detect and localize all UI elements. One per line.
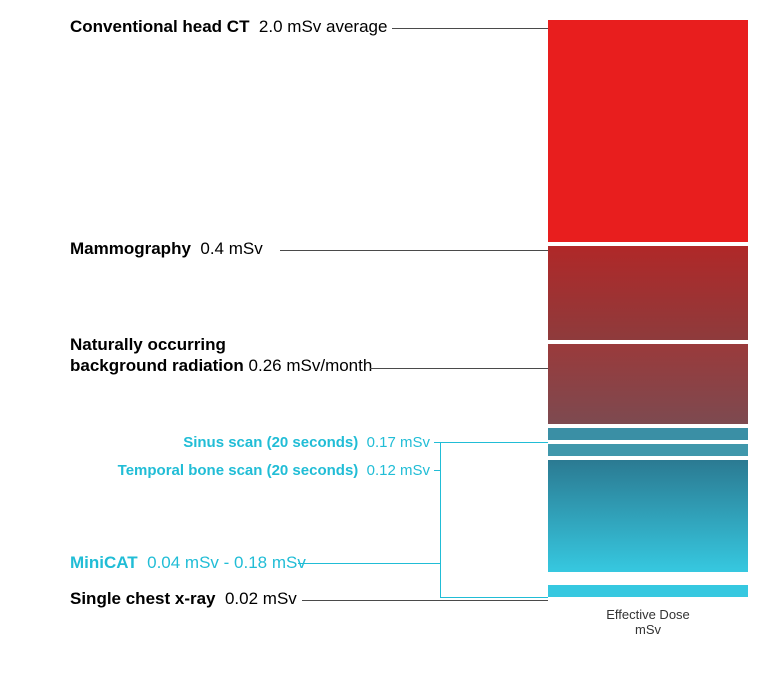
label-value: 0.04 mSv - 0.18 mSv (147, 553, 306, 572)
bar-whiteline (548, 576, 748, 581)
minicat-leader (298, 563, 440, 564)
bar-background (548, 344, 748, 424)
label-value: 0.26 mSv/month (249, 356, 373, 375)
label-value: 0.4 mSv (200, 239, 262, 258)
leader-chestxray (302, 600, 548, 601)
label-name-line1: Naturally occurring (70, 335, 226, 354)
bar-sinus (548, 428, 748, 440)
label-name: Conventional head CT (70, 17, 249, 36)
label-name: Single chest x-ray (70, 589, 216, 608)
label-background: Naturally occurringbackground radiation … (70, 334, 372, 377)
label-name: Temporal bone scan (20 seconds) (118, 462, 359, 479)
bar-chestxray (548, 585, 748, 597)
bar-temporal (548, 444, 748, 456)
bracket-tick-temporal (434, 470, 440, 471)
label-name: Sinus scan (20 seconds) (183, 434, 358, 451)
bracket-tick-sinus (434, 442, 440, 443)
label-minicat: MiniCAT 0.04 mSv - 0.18 mSv (70, 552, 306, 573)
label-sinus: Sinus scan (20 seconds) 0.17 mSv (183, 434, 430, 453)
bar-minicat (548, 460, 748, 572)
label-conventional: Conventional head CT 2.0 mSv average (70, 16, 387, 37)
label-value: 0.17 mSv (367, 434, 430, 451)
label-value: 2.0 mSv average (259, 17, 388, 36)
leader-background (370, 368, 548, 369)
minicat-bracket (440, 442, 548, 598)
bar-conventional (548, 20, 748, 242)
label-value: 0.12 mSv (367, 462, 430, 479)
leader-mammography (280, 250, 548, 251)
label-name: Mammography (70, 239, 191, 258)
leader-conventional (392, 28, 548, 29)
label-temporal: Temporal bone scan (20 seconds) 0.12 mSv (118, 462, 430, 481)
label-chestxray: Single chest x-ray 0.02 mSv (70, 588, 297, 609)
axis-label: Effective DosemSv (548, 607, 748, 637)
axis-label-line1: Effective Dose (548, 607, 748, 622)
bar-mammography (548, 246, 748, 340)
label-name: MiniCAT (70, 553, 138, 572)
label-name-line2: background radiation (70, 356, 244, 375)
axis-label-line2: mSv (548, 622, 748, 637)
radiation-dose-chart: Conventional head CT 2.0 mSv average Mamm… (0, 0, 769, 678)
label-value: 0.02 mSv (225, 589, 297, 608)
label-mammography: Mammography 0.4 mSv (70, 238, 263, 259)
